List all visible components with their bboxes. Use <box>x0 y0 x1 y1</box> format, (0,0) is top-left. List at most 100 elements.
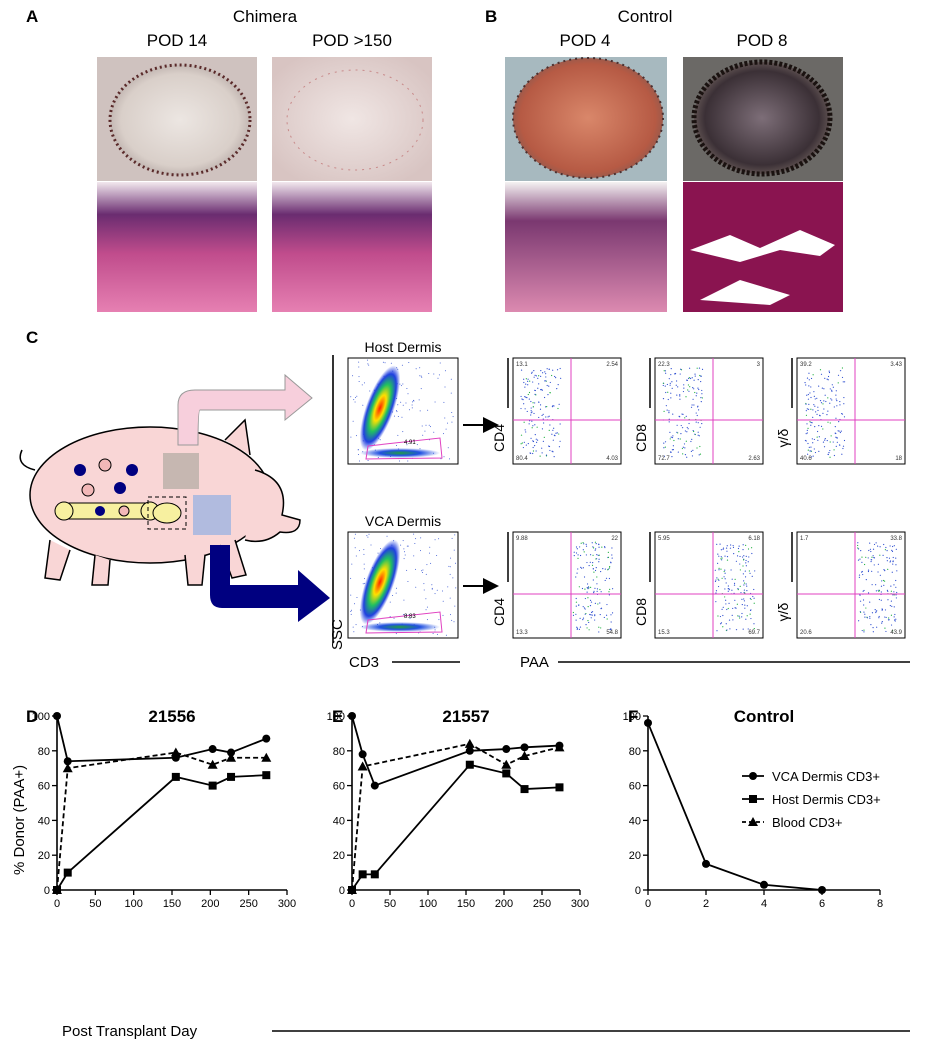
event-dot <box>433 373 435 375</box>
event-dot <box>892 545 894 548</box>
event-dot <box>369 390 371 392</box>
event-dot <box>814 405 816 407</box>
event-dot <box>862 573 864 576</box>
event-dot <box>438 374 440 376</box>
event-dot <box>877 563 880 565</box>
column-title: POD 8 <box>736 31 787 50</box>
event-dot <box>885 616 887 619</box>
event-dot <box>699 374 701 377</box>
event-dot <box>584 597 586 600</box>
event-dot <box>607 569 609 571</box>
event-dot <box>548 385 550 387</box>
event-dot <box>697 434 699 436</box>
event-dot <box>843 439 846 442</box>
event-dot <box>753 602 755 604</box>
event-dot <box>596 554 598 556</box>
event-dot <box>815 411 817 413</box>
event-dot <box>833 454 836 457</box>
event-dot <box>835 417 837 419</box>
event-dot <box>525 378 527 380</box>
event-dot <box>541 414 543 417</box>
event-dot <box>402 614 404 616</box>
event-dot <box>379 439 381 441</box>
event-dot <box>735 560 737 562</box>
event-dot <box>837 382 839 384</box>
event-dot <box>677 451 679 453</box>
quadrant-value: 9.88 <box>516 536 528 542</box>
event-dot <box>604 579 606 582</box>
event-dot <box>599 602 601 604</box>
event-dot <box>888 557 891 559</box>
event-dot <box>735 607 737 609</box>
event-dot <box>413 399 415 401</box>
event-dot <box>530 400 532 403</box>
event-dot <box>806 432 808 434</box>
event-dot <box>693 430 695 433</box>
event-dot <box>741 612 743 615</box>
event-dot <box>751 575 753 577</box>
event-dot <box>828 452 830 454</box>
event-dot <box>733 582 736 584</box>
event-dot <box>717 615 719 617</box>
event-dot <box>895 548 897 550</box>
event-dot <box>692 398 694 400</box>
event-dot <box>805 414 808 416</box>
event-dot <box>812 455 814 457</box>
event-dot <box>590 601 593 603</box>
event-dot <box>526 397 528 399</box>
event-dot <box>739 617 741 619</box>
event-dot <box>684 430 686 432</box>
event-dot <box>842 447 844 450</box>
event-dot <box>680 368 682 370</box>
event-dot <box>877 589 879 591</box>
event-dot <box>377 457 379 459</box>
event-dot <box>829 456 831 458</box>
event-dot <box>592 546 594 548</box>
event-dot <box>750 617 752 620</box>
event-dot <box>872 631 874 633</box>
event-dot <box>875 584 877 586</box>
event-dot <box>893 616 895 618</box>
event-dot <box>534 389 537 392</box>
event-dot <box>814 426 816 428</box>
event-dot <box>808 385 810 387</box>
event-dot <box>537 377 539 379</box>
event-dot <box>454 562 456 564</box>
event-dot <box>534 374 536 376</box>
plot-frame <box>796 531 906 639</box>
event-dot <box>581 587 584 590</box>
event-dot <box>843 396 845 399</box>
event-dot <box>455 587 457 589</box>
event-dot <box>409 617 411 619</box>
y-tick-label: 100 <box>623 711 641 723</box>
event-dot <box>533 412 535 415</box>
event-dot <box>810 446 812 448</box>
marker <box>555 783 564 792</box>
density <box>359 365 401 451</box>
event-dot <box>743 555 745 557</box>
event-dot <box>449 597 451 599</box>
event-dot <box>690 377 692 380</box>
event-dot <box>596 590 598 592</box>
event-dot <box>350 613 352 615</box>
event-dot <box>681 447 683 450</box>
event-dot <box>895 557 897 559</box>
event-dot <box>745 544 747 546</box>
gate <box>365 611 443 634</box>
event-dot <box>532 446 534 449</box>
event-dot <box>607 556 610 558</box>
event-dot <box>587 619 589 622</box>
gate-value: 4.91 <box>404 440 416 446</box>
marker <box>171 772 180 781</box>
event-dot <box>530 410 532 412</box>
event-dot <box>724 588 726 590</box>
event-dot <box>542 440 544 442</box>
event-dot <box>539 455 541 457</box>
event-dot <box>888 619 890 621</box>
event-dot <box>700 380 702 383</box>
event-dot <box>727 607 729 610</box>
event-dot <box>834 432 836 434</box>
event-dot <box>589 613 591 616</box>
event-dot <box>534 445 536 447</box>
event-dot <box>742 565 744 567</box>
